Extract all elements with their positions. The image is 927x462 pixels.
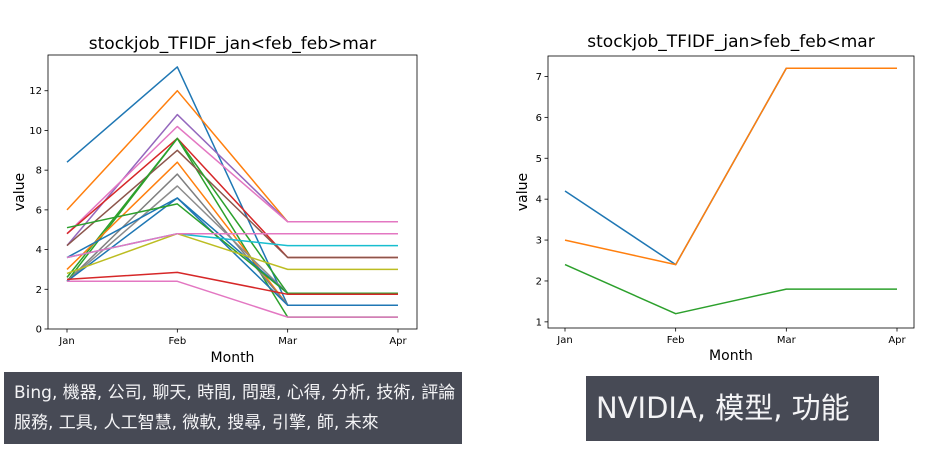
y-tick-label: 6: [36, 205, 42, 216]
plot-frame: [47, 54, 418, 330]
y-tick-label: 8: [36, 166, 42, 177]
series-line-15: [66, 232, 398, 275]
right-caption-text: NVIDIA, 模型, 功能: [596, 391, 850, 425]
series-line-2: [66, 113, 398, 247]
series-line-16: [66, 232, 398, 259]
x-tick-label: Apr: [888, 335, 906, 346]
left-caption-line-1: Bing, 機器, 公司, 聊天, 時間, 問題, 心得, 分析, 技術, 評論: [14, 383, 456, 403]
y-axis-label: value: [515, 173, 531, 211]
y-tick-label: 2: [536, 276, 542, 287]
right-keyword-caption: NVIDIA, 模型, 功能: [586, 376, 879, 441]
x-tick-label: Jan: [556, 335, 572, 346]
series-line-17: [66, 271, 398, 296]
left-chart: stockjob_TFIDF_jan<feb_feb>mar Jan Feb Mar A…: [12, 34, 418, 366]
series-line-18: [67, 280, 398, 318]
y-tick-label: 10: [29, 126, 42, 137]
y-tick-label: 7: [536, 72, 542, 83]
series-line-2: [564, 263, 897, 315]
series-line-4: [66, 137, 398, 318]
right-chart: stockjob_TFIDF_jan>feb_feb<mar Jan Feb Mar A…: [515, 32, 915, 364]
x-tick-label: Feb: [168, 336, 186, 347]
y-tick-label: 1: [536, 317, 542, 328]
y-tick-label: 2: [36, 285, 42, 296]
series-line-1: [564, 67, 897, 266]
y-tick-label: 12: [29, 86, 42, 97]
left-caption-line-2: 服務, 工具, 人工智慧, 微軟, 搜尋, 引擎, 師, 未來: [14, 413, 379, 433]
y-tick-label: 3: [536, 236, 542, 247]
y-tick-label: 4: [536, 195, 542, 206]
y-tick-label: 0: [36, 325, 42, 336]
x-tick-label: Mar: [777, 335, 797, 346]
x-tick-label: Jan: [58, 336, 74, 347]
y-tick-label: 6: [536, 113, 542, 124]
x-tick-label: Mar: [278, 336, 298, 347]
left-keyword-caption: Bing, 機器, 公司, 聊天, 時間, 問題, 心得, 分析, 技術, 評論…: [4, 372, 462, 444]
plot-frame: [547, 55, 915, 329]
x-tick-label: Feb: [667, 335, 685, 346]
series-line-6: [66, 149, 398, 259]
series-line-13: [66, 203, 398, 295]
y-axis-label: value: [12, 173, 28, 211]
chart-title: stockjob_TFIDF_jan<feb_feb>mar: [89, 34, 376, 54]
x-axis-label: Month: [211, 350, 255, 366]
y-tick-label: 4: [36, 245, 42, 256]
y-tick-label: 5: [536, 154, 542, 165]
x-axis-label: Month: [709, 348, 753, 364]
series-line-3: [66, 125, 398, 235]
x-tick-label: Apr: [389, 336, 407, 347]
chart-title: stockjob_TFIDF_jan>feb_feb<mar: [587, 32, 874, 52]
